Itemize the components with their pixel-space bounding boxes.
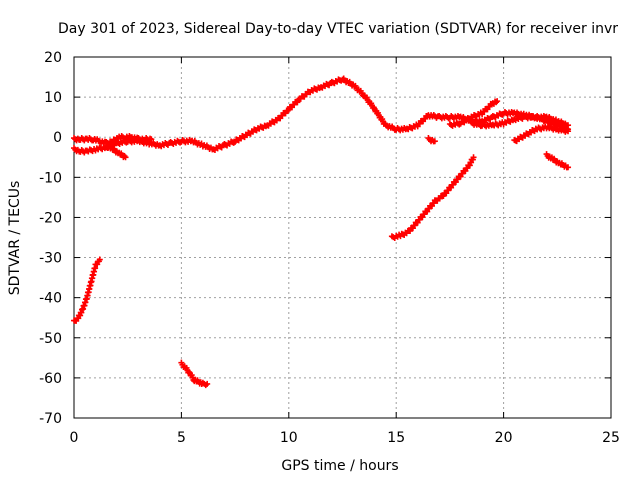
x-tick-label: 25 <box>602 430 620 446</box>
data-point <box>431 138 438 145</box>
y-tick-label: -30 <box>39 251 62 267</box>
x-tick-label: 15 <box>387 430 405 446</box>
data-point <box>94 261 101 268</box>
data-point <box>565 128 572 135</box>
data-point <box>493 99 500 106</box>
data-point <box>565 122 572 129</box>
y-tick-label: -60 <box>39 371 62 387</box>
data-point <box>284 107 291 114</box>
y-tick-label: -70 <box>39 411 62 427</box>
data-point <box>294 99 301 106</box>
series-arc-descent-1 <box>71 256 103 324</box>
x-tick-label: 5 <box>177 430 186 446</box>
y-tick-label: -50 <box>39 331 62 347</box>
series-arc-late-5 <box>468 112 572 130</box>
data-point <box>470 154 477 161</box>
chart-title: Day 301 of 2023, Sidereal Day-to-day VTE… <box>58 21 618 37</box>
series-arc-late-3 <box>511 123 572 145</box>
tick-labels: 0 5 10 15 20 25 -70 -60 -50 -40 -30 -20 -10 0 10 20 <box>39 50 620 446</box>
y-axis-label: SDTVAR / TECUs <box>7 181 23 296</box>
y-tick-label: 20 <box>44 50 62 66</box>
grid <box>74 57 611 418</box>
series-arc-late-2 <box>425 135 438 145</box>
y-tick-label: -10 <box>39 170 62 186</box>
x-tick-label: 0 <box>70 430 79 446</box>
ticks <box>73 56 612 419</box>
data-point <box>494 98 501 105</box>
series-arc-rise <box>388 154 477 242</box>
data-point <box>148 136 155 143</box>
x-tick-label: 10 <box>280 430 298 446</box>
y-tick-label: 10 <box>44 90 62 106</box>
y-tick-label: -40 <box>39 291 62 307</box>
series-arc-descent-2 <box>178 359 211 389</box>
data-point <box>96 256 103 263</box>
x-axis-label: GPS time / hours <box>281 458 398 474</box>
x-tick-label: 20 <box>495 430 513 446</box>
series-arc-late-1 <box>446 98 501 129</box>
data-point <box>122 154 129 161</box>
series-arc-late-4 <box>543 151 572 171</box>
y-tick-label: 0 <box>53 130 62 146</box>
y-tick-label: -20 <box>39 210 62 226</box>
series-arc-lower-early <box>103 141 129 161</box>
data-point <box>204 380 211 387</box>
data-point <box>565 164 572 171</box>
series <box>71 75 572 389</box>
plot-frame <box>73 56 612 419</box>
series-arc-main <box>71 75 572 156</box>
